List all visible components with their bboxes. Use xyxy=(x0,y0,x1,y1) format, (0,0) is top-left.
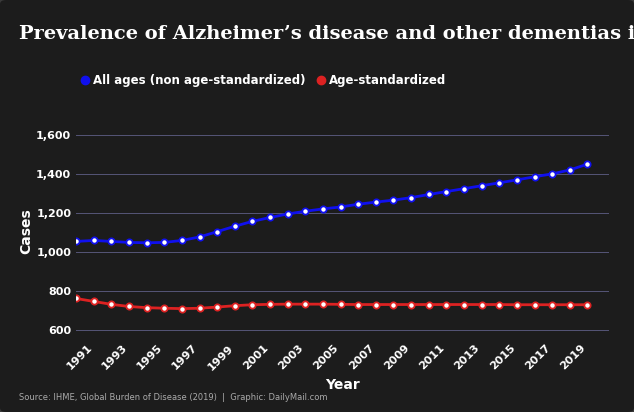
Y-axis label: Cases: Cases xyxy=(19,208,34,254)
Text: Source: IHME, Global Burden of Disease (2019)  |  Graphic: DailyMail.com: Source: IHME, Global Burden of Disease (… xyxy=(19,393,328,402)
Text: Prevalence of Alzheimer’s disease and other dementias in US: Prevalence of Alzheimer’s disease and ot… xyxy=(19,25,634,43)
X-axis label: Year: Year xyxy=(325,377,359,391)
Legend: All ages (non age-standardized), Age-standardized: All ages (non age-standardized), Age-sta… xyxy=(77,70,451,92)
